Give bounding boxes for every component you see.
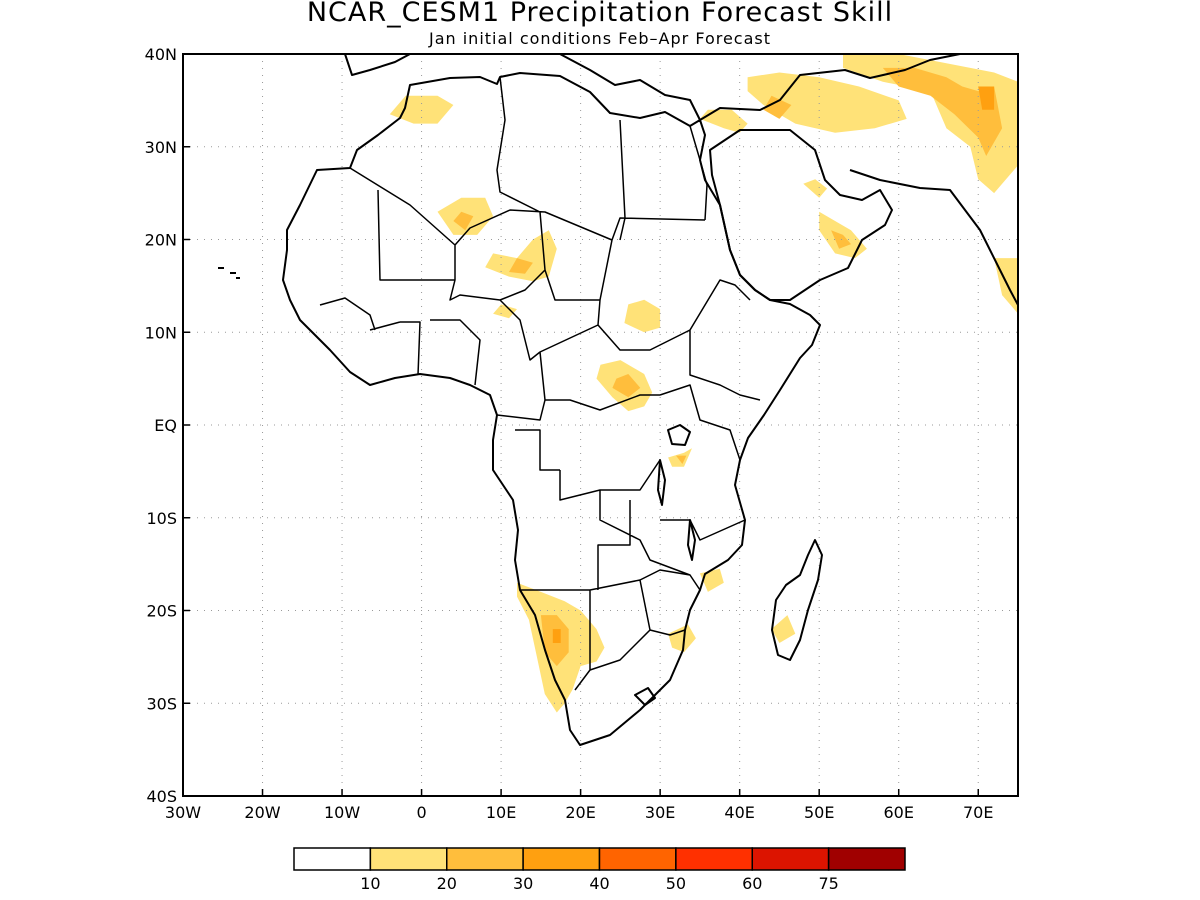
lat-tick-label: 30S [146,694,177,713]
skill-region-10 [676,455,687,464]
skill-region-19 [803,179,828,198]
map-title: NCAR_CESM1 Precipitation Forecast Skill [307,0,893,28]
lat-tick-label: 10S [146,509,177,528]
colorbar-label: 20 [437,874,457,893]
arabian-peninsula-coastline [709,129,893,301]
skill-region-4 [509,258,533,274]
skill-region-26 [771,615,796,643]
skill-region-16 [699,109,748,133]
latitude-axis: 40N 30N 20N 10N EQ 10S 20S 30S 40S [145,45,190,806]
country-border-lines [319,76,761,691]
lat-tick-label: 20S [146,602,177,621]
country-borders-layer [319,76,761,691]
colorbar-label: 30 [513,874,533,893]
lon-tick-label: 40E [724,803,754,822]
coastline-layer [218,53,1019,746]
colorbar-label: 60 [742,874,762,893]
skill-region-24 [668,624,696,653]
europe-coastline [344,53,701,121]
lat-tick-label: 20N [145,231,177,250]
colorbar-label: 10 [360,874,380,893]
lon-tick-label: 0 [416,803,426,822]
colorbar-box [751,847,830,871]
lake-tanganyika [657,459,666,506]
skill-region-5 [493,304,517,319]
colorbar-legend: 10 20 30 40 50 60 75 [293,847,906,893]
skill-region-13 [843,54,1018,194]
africa-coastline [282,72,821,746]
colorbar-labels: 10 20 30 40 50 60 75 [360,874,839,893]
lat-tick-label: 10N [145,323,177,342]
colorbar-label: 75 [818,874,838,893]
colorbar-box [598,847,677,871]
colorbar-label: 40 [589,874,609,893]
skill-region-3 [485,230,557,282]
lesotho-outline [634,687,656,706]
lon-tick-label: 60E [883,803,913,822]
colorbar-label: 50 [666,874,686,893]
graticule-lines [183,54,1018,796]
skill-region-2 [453,211,474,231]
skill-region-8 [612,374,641,398]
lake-malawi [687,519,696,561]
lon-tick-label: 20E [565,803,595,822]
lat-tick-label: 30N [145,138,177,157]
colorbar-boxes [293,847,906,871]
middle-east-coastline [699,53,1018,121]
colorbar-box [446,847,524,871]
madagascar-coastline [771,539,823,661]
map-panel [182,53,1019,797]
colorbar-box [827,847,906,871]
skill-region-14 [882,67,1003,156]
colorbar-box [293,847,372,871]
skill-shading-layer [389,54,1018,713]
skill-region-17 [819,211,867,259]
colorbar-box [522,847,601,871]
lat-tick-label: 40N [145,45,177,64]
longitude-axis: 30W 20W 10W 0 10E 20E 30E 40E 50E 60E 70E [165,789,993,822]
lon-tick-label: 20W [244,803,280,822]
lon-tick-label: 30W [165,803,201,822]
lake-victoria [667,424,691,446]
skill-region-15 [978,86,995,110]
skill-region-23 [552,629,561,643]
lon-tick-label: 70E [963,803,993,822]
south-asia-coastline [849,169,1019,306]
skill-region-12 [763,95,792,119]
colorbar-box [675,847,753,871]
lon-tick-label: 50E [804,803,834,822]
lat-tick-label: 40S [146,787,177,806]
lat-tick-label: EQ [154,416,177,435]
lon-tick-label: 10W [324,803,360,822]
skill-region-6 [624,299,661,333]
canary-islands [218,267,240,279]
colorbar-box [369,847,448,871]
lon-tick-label: 10E [486,803,516,822]
lon-tick-label: 30E [645,803,675,822]
map-background [183,54,1018,796]
skill-region-11 [747,72,907,133]
map-subtitle: Jan initial conditions Feb–Apr Forecast [428,29,771,48]
